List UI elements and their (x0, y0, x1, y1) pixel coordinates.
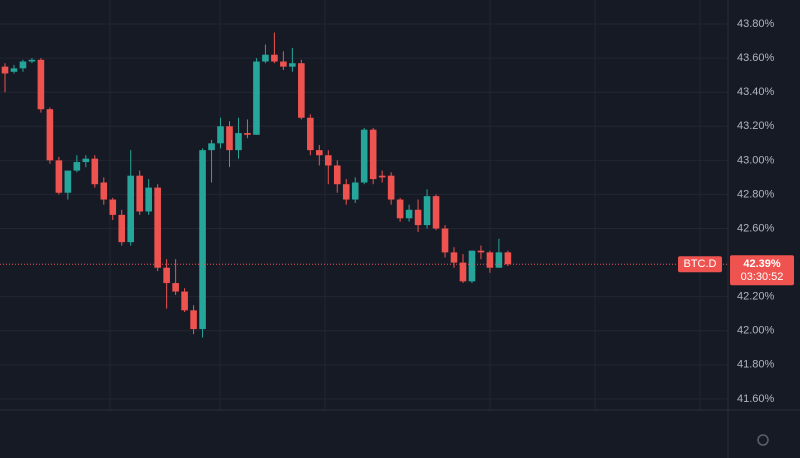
candle-body (289, 63, 296, 67)
candle-body (172, 283, 179, 292)
candle-body (19, 61, 27, 69)
candle-body (342, 184, 350, 200)
candle-body (82, 158, 90, 163)
candle-body (414, 209, 422, 226)
candle-body (10, 68, 18, 72)
symbol-tag (678, 256, 722, 273)
candle-body (181, 291, 188, 311)
candle-body (199, 150, 206, 330)
candle-body (217, 126, 224, 144)
candle-body (109, 199, 117, 215)
candle-body (136, 175, 143, 212)
candle-body (73, 162, 81, 171)
candle-body (316, 150, 323, 156)
candle-body (235, 133, 242, 151)
candle-body (450, 252, 458, 263)
candle-body (477, 250, 485, 253)
candle-body (298, 63, 305, 118)
candle-body (405, 209, 413, 219)
candle-body (127, 175, 135, 243)
candle-body (280, 61, 287, 67)
vertical-grid (109, 0, 701, 410)
y-tick-label: 42.20% (737, 291, 775, 303)
candle-body (369, 129, 377, 180)
candle-body (396, 199, 404, 219)
candle-body (271, 54, 278, 62)
y-tick-label: 43.40% (737, 86, 775, 98)
y-tick-label: 43.20% (737, 120, 775, 132)
candle-body (190, 310, 197, 330)
candle-body (37, 59, 45, 110)
candle-body (244, 133, 251, 135)
countdown-label: 03:30:52 (741, 271, 784, 283)
y-tick-label: 43.60% (737, 52, 775, 64)
candle-body (64, 170, 72, 193)
candle-body (504, 252, 512, 265)
candle-body (333, 165, 341, 185)
y-tick-label: 43.00% (737, 154, 775, 166)
y-tick-label: 41.80% (737, 359, 775, 371)
candle-body (46, 109, 54, 161)
candle-body (91, 158, 99, 185)
settings-icon[interactable] (757, 434, 769, 446)
candle-body (253, 61, 260, 135)
candle-body (378, 175, 386, 178)
candle-body (307, 117, 314, 151)
candle-body (423, 196, 431, 226)
candle-body (145, 187, 152, 212)
candle-body (163, 267, 170, 284)
candle-body (1, 66, 9, 74)
last-price-label: 42.39% (743, 258, 781, 270)
candle-body (387, 175, 395, 200)
candle-body (100, 182, 108, 200)
candle-body (432, 196, 440, 229)
y-tick-label: 41.60% (737, 393, 775, 405)
symbol-label: BTC.D (684, 258, 717, 270)
candle-body (486, 252, 494, 268)
candle-body (118, 214, 126, 243)
candle-body (468, 250, 476, 282)
y-tick-label: 42.60% (737, 222, 775, 234)
y-tick-label: 42.00% (737, 325, 775, 337)
candle-body (262, 54, 269, 62)
candle-body (495, 252, 503, 268)
y-tick-label: 43.80% (737, 18, 775, 30)
candle-body (324, 155, 332, 166)
y-tick-label: 42.80% (737, 188, 775, 200)
candle-body (226, 126, 233, 151)
candle-body (208, 143, 215, 151)
price-tag (730, 255, 794, 286)
candle-body (441, 228, 449, 253)
candle-body (459, 262, 467, 282)
candle-body (28, 59, 36, 62)
candle-body (154, 187, 161, 268)
candle-body (351, 182, 359, 200)
candle-body (360, 129, 368, 183)
candle-body (55, 160, 63, 193)
